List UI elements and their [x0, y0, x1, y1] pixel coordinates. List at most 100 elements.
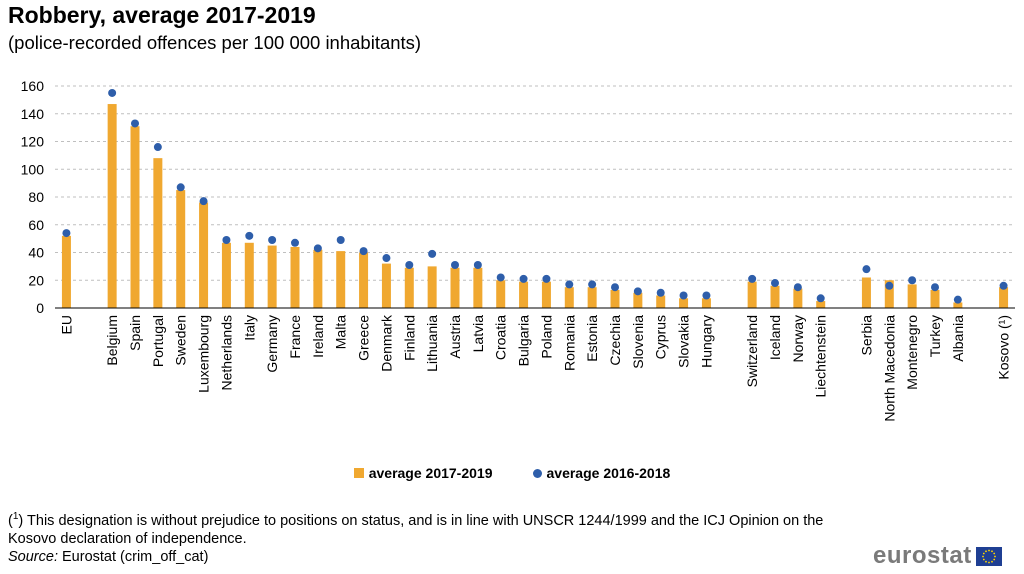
data-point	[359, 247, 368, 256]
bar	[61, 235, 71, 308]
legend-dot-swatch	[532, 468, 542, 478]
bar	[633, 292, 643, 308]
source-label: Source:	[8, 549, 58, 565]
data-point	[451, 260, 459, 269]
eurostat-logo: eurostat	[873, 542, 1002, 570]
bar	[153, 158, 163, 308]
data-point	[862, 265, 871, 274]
x-category-label: Malta	[333, 315, 349, 349]
x-category-label: Norway	[790, 315, 806, 362]
x-category-label: Serbia	[858, 315, 874, 356]
bar	[427, 266, 437, 309]
x-category-label: Estonia	[584, 315, 600, 362]
bar	[176, 190, 186, 308]
data-point	[519, 274, 528, 283]
legend-dot-label: average 2016-2018	[546, 465, 671, 481]
x-category-label: Iceland	[767, 315, 783, 360]
x-category-label: Montenegro	[904, 315, 920, 390]
y-tick-label: 60	[28, 217, 44, 233]
y-tick-label: 140	[21, 106, 45, 122]
eurostat-logo-text: eurostat	[873, 542, 972, 569]
bar	[793, 288, 803, 308]
x-category-label: Ireland	[310, 315, 326, 358]
x-category-label: Slovenia	[630, 315, 646, 369]
x-category-label: North Macedonia	[881, 315, 897, 422]
data-point	[611, 283, 619, 292]
data-point	[405, 260, 414, 269]
data-point	[931, 283, 939, 292]
y-tick-label: 120	[21, 134, 45, 150]
data-point	[908, 276, 917, 285]
y-tick-label: 20	[28, 272, 44, 288]
data-point	[473, 260, 482, 269]
bar	[701, 298, 711, 308]
bar	[267, 245, 277, 308]
x-category-label: Finland	[401, 315, 417, 361]
y-tick-label: 40	[28, 245, 44, 261]
data-point	[633, 287, 642, 296]
bar	[336, 251, 346, 308]
eu-flag-star	[992, 552, 995, 554]
legend-bar-label: average 2017-2019	[368, 465, 493, 481]
bar	[541, 281, 551, 308]
bar	[747, 281, 757, 308]
data-point	[268, 236, 277, 245]
bar	[564, 287, 574, 308]
x-category-label: Slovakia	[676, 315, 692, 368]
bar	[404, 267, 414, 308]
x-category-label: Kosovo (¹)	[996, 315, 1012, 380]
bar	[999, 287, 1009, 308]
eu-flag-star	[984, 560, 987, 563]
y-tick-label: 80	[28, 189, 44, 205]
bar	[359, 252, 369, 308]
data-point	[62, 229, 71, 238]
data-point	[245, 231, 254, 240]
x-category-label: Switzerland	[744, 315, 760, 387]
x-category-label: Greece	[356, 315, 372, 361]
x-category-label: EU	[58, 315, 74, 334]
bar	[953, 302, 963, 308]
x-category-label: Czechia	[607, 315, 623, 366]
data-point	[428, 249, 437, 258]
data-point	[222, 236, 231, 245]
eu-flag-star	[982, 552, 985, 554]
data-point	[565, 280, 574, 289]
data-point	[953, 295, 962, 304]
data-point	[679, 291, 688, 300]
bar	[519, 281, 529, 308]
bar	[656, 295, 666, 308]
eu-flag-star	[982, 558, 985, 560]
x-category-label: Italy	[241, 315, 257, 341]
y-tick-label: 160	[21, 78, 45, 94]
bar	[473, 267, 483, 308]
bar	[884, 280, 894, 308]
data-point	[291, 238, 299, 247]
bar	[313, 249, 323, 308]
x-category-label: Bulgaria	[516, 315, 532, 367]
x-category-label: Liechtenstein	[813, 315, 829, 398]
source-text: Eurostat (crim_off_cat)	[57, 549, 209, 565]
robbery-chart: 0 20 40 60 80 100 120 140 160 EU Belgium Spain Portu…	[21, 78, 1015, 422]
x-category-label: Latvia	[470, 315, 486, 353]
bar	[496, 280, 506, 308]
x-category-label: Croatia	[493, 315, 509, 360]
y-tick-label: 0	[36, 300, 44, 316]
eu-flag-star	[987, 561, 990, 563]
bar	[816, 301, 826, 308]
chart-title: Robbery, average 2017-2019	[8, 2, 316, 28]
bar	[199, 202, 209, 308]
chart-legend: average 2017-2019 average 2016-2018	[0, 465, 1024, 481]
bar	[930, 289, 940, 308]
bar	[610, 289, 620, 308]
data-point	[793, 283, 802, 292]
data-point	[199, 197, 208, 206]
bar	[770, 285, 780, 308]
eu-flag-star	[990, 549, 993, 552]
footnote: (1) This designation is without prejudic…	[8, 511, 824, 547]
y-tick-label: 100	[21, 161, 45, 177]
data-point	[108, 88, 117, 97]
x-category-label: Hungary	[698, 315, 714, 368]
bar	[107, 104, 117, 308]
data-point	[702, 291, 711, 300]
x-category-label: Luxembourg	[196, 315, 212, 393]
